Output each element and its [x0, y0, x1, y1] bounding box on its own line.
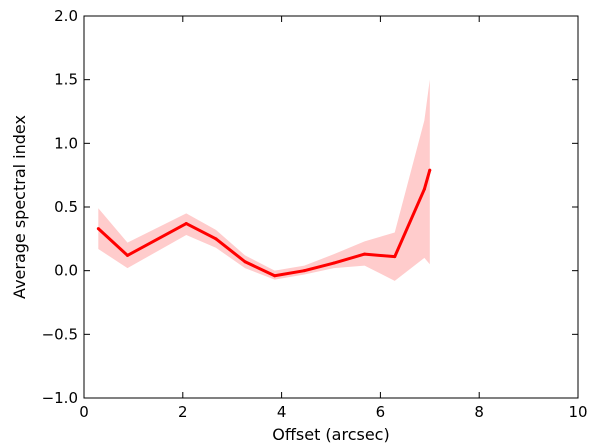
series-0-point-8	[363, 252, 367, 256]
series-0-point-9	[393, 255, 397, 259]
tick-mark-layer	[83, 15, 579, 399]
y-tick-label-4: 1.0	[54, 134, 78, 152]
series-0-point-5	[273, 274, 277, 278]
x-tick-label-2: 4	[277, 403, 287, 421]
y-tick-labels: −1.0 −0.5 0.0 0.5 1.0 1.5 2.0	[42, 7, 78, 407]
y-tick-label-1: −0.5	[42, 325, 78, 343]
x-tick-label-4: 8	[474, 403, 484, 421]
uncertainty-band-layer	[98, 79, 430, 281]
series-0-point-6	[302, 269, 306, 273]
x-tick-label-1: 2	[178, 403, 188, 421]
y-tick-label-3: 0.5	[54, 198, 78, 216]
series-0-point-0	[96, 227, 100, 231]
series-0-point-11	[428, 168, 432, 172]
x-tick-labels: 0 2 4 6 8 10	[79, 403, 587, 421]
x-tick-label-0: 0	[79, 403, 89, 421]
series-0-line	[97, 169, 432, 278]
x-tick-label-3: 6	[376, 403, 386, 421]
series-0-point-4	[243, 260, 247, 264]
series-line-layer	[96, 168, 432, 278]
y-tick-label-6: 2.0	[54, 7, 78, 25]
x-tick-label-5: 10	[568, 403, 587, 421]
series-0-uncertainty-band	[98, 79, 430, 281]
series-0-point-10	[422, 187, 426, 191]
y-tick-label-0: −1.0	[42, 389, 78, 407]
series-0-point-1	[125, 253, 129, 257]
y-tick-label-5: 1.5	[54, 71, 78, 89]
series-0-point-3	[214, 237, 218, 241]
y-tick-label-2: 0.0	[54, 262, 78, 280]
series-0-point-7	[332, 261, 336, 265]
x-axis-label: Offset (arcsec)	[272, 425, 389, 444]
plot-frame	[83, 15, 579, 399]
y-axis-label: Average spectral index	[10, 115, 29, 299]
series-0-point-2	[184, 222, 188, 226]
